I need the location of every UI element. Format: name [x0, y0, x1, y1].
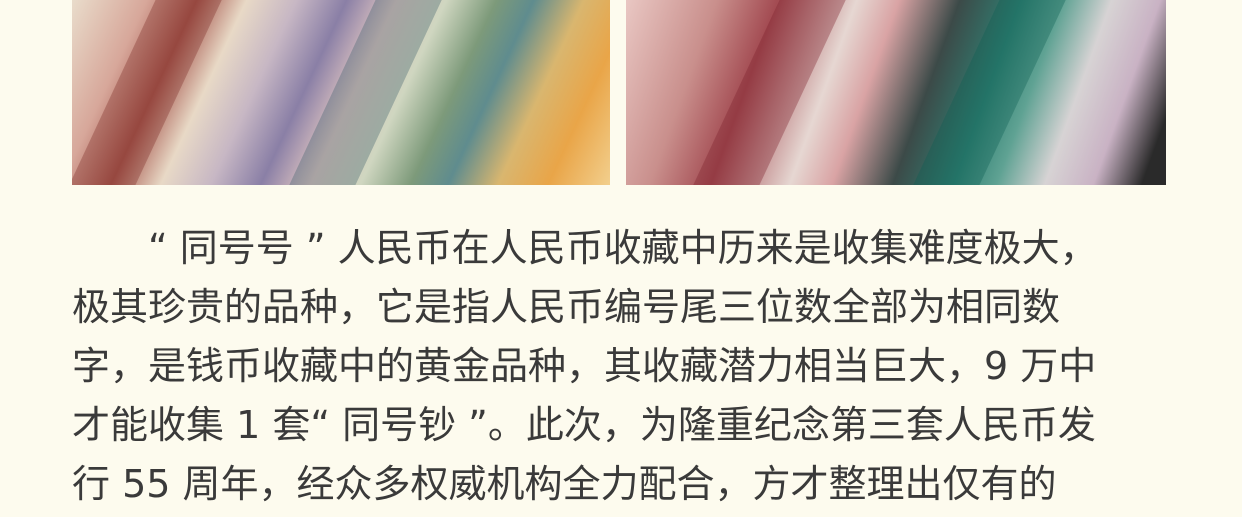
page: “ 同号号 ” 人民币在人民币收藏中历来是收集难度极大， 极其珍贵的品种，它是指人…: [72, 0, 1166, 506]
paragraph-line: 行 55 周年，经众多权威机构全力配合，方才整理出仅有的: [72, 462, 1057, 506]
paragraph-line: “ 同号号 ” 人民币在人民币收藏中历来是收集难度极大，: [148, 226, 1098, 270]
paragraph-line: 极其珍贵的品种，它是指人民币编号尾三位数全部为相同数: [72, 285, 1061, 329]
photo-detail: [903, 0, 1069, 185]
paragraph-line: 才能收集 1 套“ 同号钞 ”。此次，为隆重纪念第三套人民币发: [72, 403, 1096, 447]
photo-detail: [279, 0, 445, 185]
photo-detail: [683, 0, 849, 185]
article-paragraph: “ 同号号 ” 人民币在人民币收藏中历来是收集难度极大， 极其珍贵的品种，它是指人…: [72, 222, 1192, 517]
banknote-photo: [72, 0, 610, 185]
banknote-photo: [626, 0, 1166, 185]
photo-detail: [72, 0, 225, 185]
paragraph-line: 字，是钱币收藏中的黄金品种，其收藏潜力相当巨大，9 万中: [72, 344, 1097, 388]
